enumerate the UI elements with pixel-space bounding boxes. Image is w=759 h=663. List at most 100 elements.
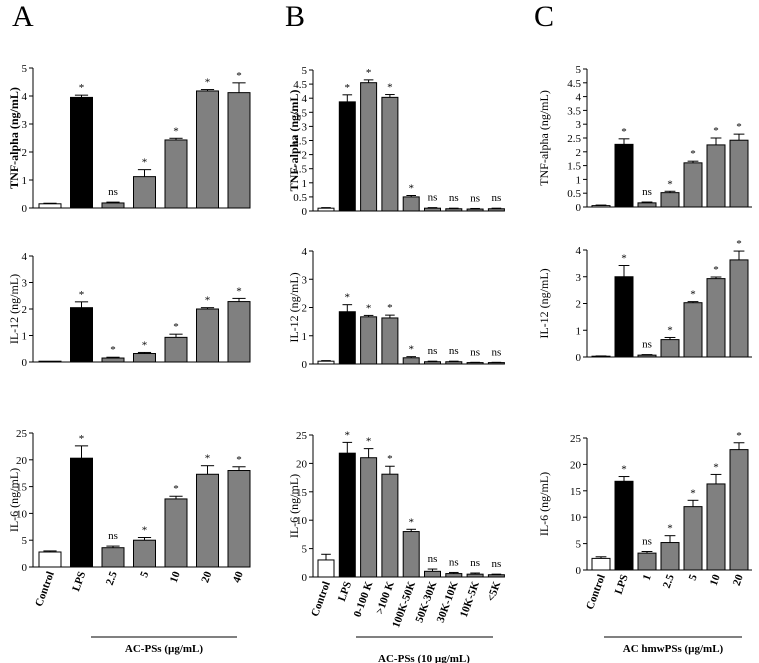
bar-2.5 — [101, 547, 125, 568]
bar-LPS — [338, 101, 356, 212]
significance-label: * — [713, 461, 719, 473]
y-tick-label: 4 — [22, 91, 28, 103]
bar-Control — [591, 205, 611, 208]
y-tick-label: 15 — [16, 482, 28, 494]
y-tick-label: 1.5 — [293, 164, 307, 176]
y-tick-label: 1 — [22, 331, 28, 343]
significance-label: * — [173, 321, 179, 333]
y-tick-label: 0 — [576, 352, 582, 364]
y-tick-label: 1 — [576, 325, 582, 337]
bar-Control — [38, 203, 62, 209]
bar-2.5 — [660, 339, 680, 358]
bar-Control — [38, 360, 62, 363]
significance-label: ns — [470, 346, 480, 358]
bar-100K-50K — [402, 196, 420, 212]
bar-20 — [729, 139, 749, 208]
y-tick-label: 4 — [302, 246, 308, 258]
chart-a-3: 0 5 10 15 20 25 IL-6 (ng/mL) Control * LPS ns 2.5 * 5… — [7, 428, 251, 608]
bar-LPS — [70, 457, 93, 568]
chart-a-2: 0 1 2 3 4IL-12 (ng/mL) * * * * * * — [7, 251, 251, 369]
category-label: Control — [309, 580, 333, 618]
significance-label: ns — [492, 192, 502, 204]
bar-30K-10K — [445, 573, 463, 578]
bar-20 — [196, 473, 219, 568]
category-label: >100 K — [374, 580, 397, 617]
chart-b-3: 0 5 10 15 20 25 IL-6 (ng/mL) Control * LPS * 0-100 … — [287, 429, 505, 629]
bar-10K-5K — [466, 208, 484, 212]
y-tick-label: 20 — [16, 455, 28, 467]
bar-10 — [706, 144, 726, 208]
y-tick-label: 4.5 — [293, 79, 307, 91]
category-label: 2.5 — [661, 572, 677, 589]
significance-label: ns — [108, 186, 118, 198]
bar->100 K — [381, 96, 399, 212]
significance-label: ns — [492, 558, 502, 570]
bar-5 — [683, 162, 703, 208]
significance-label: * — [345, 82, 351, 94]
significance-label: * — [236, 285, 242, 297]
y-tick-label: 3.5 — [567, 105, 581, 117]
significance-label: * — [736, 238, 742, 250]
y-tick-label: 5 — [22, 63, 28, 75]
category-label: 10K-5K — [458, 580, 482, 620]
significance-label: ns — [642, 186, 652, 198]
significance-label: * — [79, 289, 85, 301]
bar-<5K — [487, 208, 505, 212]
y-tick-label: 2 — [302, 150, 308, 162]
significance-label: * — [667, 324, 673, 336]
bar-5 — [133, 539, 156, 568]
y-tick-label: 5 — [302, 544, 308, 556]
bar-2.5 — [660, 542, 680, 571]
bar-<5K — [487, 574, 505, 578]
significance-label: * — [408, 182, 414, 194]
bar-LPS — [70, 307, 93, 363]
y-tick-label: 0 — [22, 562, 28, 574]
significance-label: * — [667, 523, 673, 535]
significance-label: * — [110, 344, 116, 356]
bar-100K-50K — [402, 531, 420, 578]
bar-5 — [683, 302, 703, 358]
y-tick-label: 1 — [22, 175, 28, 187]
category-label: 5 — [138, 569, 151, 579]
bar-5 — [133, 353, 156, 363]
significance-label: ns — [428, 192, 438, 204]
significance-label: * — [345, 429, 351, 441]
group-label-a: AC-PSs (µg/mL) — [125, 643, 203, 655]
bar-Control — [317, 559, 335, 578]
significance-label: * — [690, 487, 696, 499]
significance-label: * — [621, 253, 627, 265]
significance-label: ns — [428, 553, 438, 565]
category-label: 1 — [641, 573, 654, 582]
significance-label: ns — [428, 345, 438, 357]
significance-label: * — [205, 295, 211, 307]
significance-label: * — [408, 516, 414, 528]
bar-Control — [317, 360, 335, 365]
chart-b-1: 0 0.5 1 1.5 2 2.5 3 3.5 4 4.5 5 TNF-alpha (ng/mL) * *… — [287, 65, 505, 218]
y-tick-label: 4.5 — [567, 78, 581, 90]
bar-Control — [591, 557, 611, 571]
panel-letter-b: B — [285, 0, 305, 33]
bar-1 — [637, 354, 657, 358]
significance-label: ns — [492, 346, 502, 358]
significance-label: ns — [470, 557, 480, 569]
bar-10 — [706, 483, 726, 571]
significance-label: * — [173, 125, 179, 137]
significance-label: * — [236, 70, 242, 82]
panel-letter-a: A — [12, 0, 34, 33]
y-tick-label: 5 — [22, 535, 28, 547]
bar-0-100 K — [360, 457, 378, 578]
y-axis-title: IL-6 (ng/mL) — [287, 474, 301, 538]
significance-label: * — [408, 344, 414, 356]
bar-LPS — [614, 276, 634, 358]
bar-2.5 — [101, 357, 125, 363]
y-tick-label: 2.5 — [567, 133, 581, 145]
y-tick-label: 2 — [302, 303, 308, 315]
bar-20 — [729, 259, 749, 358]
y-tick-label: 0 — [302, 359, 308, 371]
y-tick-label: 3.5 — [293, 107, 307, 119]
bar-10 — [164, 498, 188, 568]
y-tick-label: 0.5 — [293, 192, 307, 204]
significance-label: * — [387, 302, 393, 314]
significance-label: * — [142, 525, 148, 537]
